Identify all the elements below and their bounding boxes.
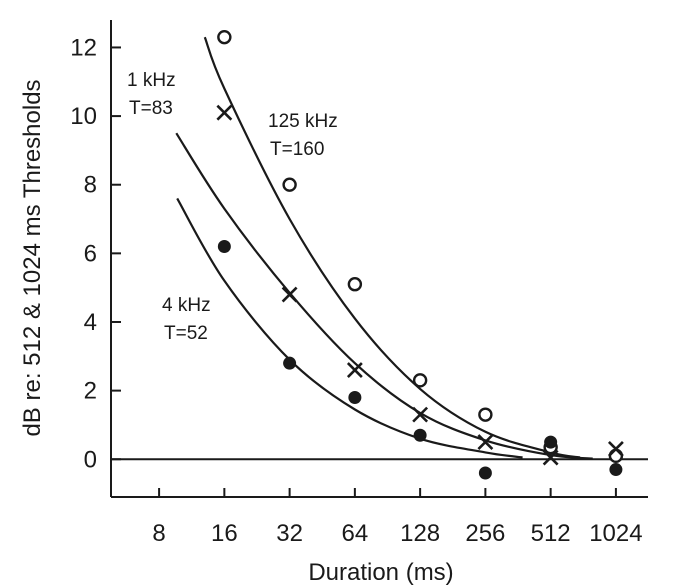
data-point-open-circle bbox=[412, 373, 428, 388]
annotations: 1 kHz T=83 125 kHz T=160 4 kHz T=52 bbox=[127, 70, 338, 344]
fit-curve-series-1 bbox=[175, 132, 593, 460]
x-tick-label: 512 bbox=[531, 520, 571, 547]
x-tick-label: 256 bbox=[465, 520, 505, 547]
data-point-x-marker bbox=[477, 434, 494, 451]
data-point-x-marker bbox=[216, 104, 233, 121]
data-point-filled-circle bbox=[413, 428, 427, 442]
fit-curve-series-2 bbox=[176, 197, 523, 459]
y-ticks: 0 2 4 6 8 10 12 bbox=[70, 34, 121, 473]
y-tick-label: 2 bbox=[84, 378, 97, 405]
data-point-x-marker bbox=[281, 286, 298, 303]
axes bbox=[110, 20, 648, 498]
data-point-x-marker bbox=[607, 441, 624, 457]
x-ticks: 8 16 32 64 128 256 512 1024 bbox=[152, 488, 643, 547]
data-point-filled-circle bbox=[544, 435, 558, 449]
data-point-filled-circle bbox=[478, 466, 492, 480]
y-tick-label: 6 bbox=[84, 240, 97, 267]
data-points bbox=[216, 29, 624, 480]
annotation-label: T=160 bbox=[270, 139, 324, 160]
y-tick-label: 4 bbox=[84, 309, 97, 336]
y-tick-label: 10 bbox=[70, 103, 97, 130]
annotation-label: T=52 bbox=[164, 323, 208, 344]
data-point-filled-circle bbox=[283, 356, 297, 370]
y-tick-label: 0 bbox=[84, 446, 97, 473]
fit-curves bbox=[175, 36, 593, 460]
data-point-filled-circle bbox=[217, 239, 231, 253]
x-tick-label: 128 bbox=[400, 520, 440, 547]
data-point-filled-circle bbox=[348, 390, 362, 404]
x-axis-title: Duration (ms) bbox=[308, 559, 453, 586]
data-point-open-circle bbox=[217, 29, 232, 45]
x-tick-label: 1024 bbox=[589, 520, 642, 547]
x-tick-label: 32 bbox=[276, 520, 303, 547]
data-point-x-marker bbox=[412, 406, 429, 423]
annotation-label: T=83 bbox=[129, 98, 173, 119]
x-tick-label: 64 bbox=[342, 520, 369, 547]
fit-curve-series-0 bbox=[203, 36, 581, 459]
y-axis-title: dB re: 512 & 1024 ms Thresholds bbox=[19, 79, 46, 436]
data-point-open-circle bbox=[282, 177, 297, 192]
data-point-open-circle bbox=[347, 277, 363, 292]
data-point-open-circle bbox=[478, 407, 493, 422]
data-point-x-marker bbox=[542, 449, 559, 466]
data-point-filled-circle bbox=[609, 463, 623, 477]
y-tick-label: 12 bbox=[70, 34, 97, 61]
x-tick-label: 16 bbox=[211, 520, 238, 547]
x-tick-label: 8 bbox=[152, 520, 165, 547]
y-tick-label: 8 bbox=[84, 172, 97, 199]
annotation-label: 1 kHz bbox=[127, 70, 176, 91]
annotation-label: 125 kHz bbox=[268, 111, 338, 132]
annotation-label: 4 kHz bbox=[162, 295, 211, 316]
data-point-x-marker bbox=[346, 362, 363, 378]
